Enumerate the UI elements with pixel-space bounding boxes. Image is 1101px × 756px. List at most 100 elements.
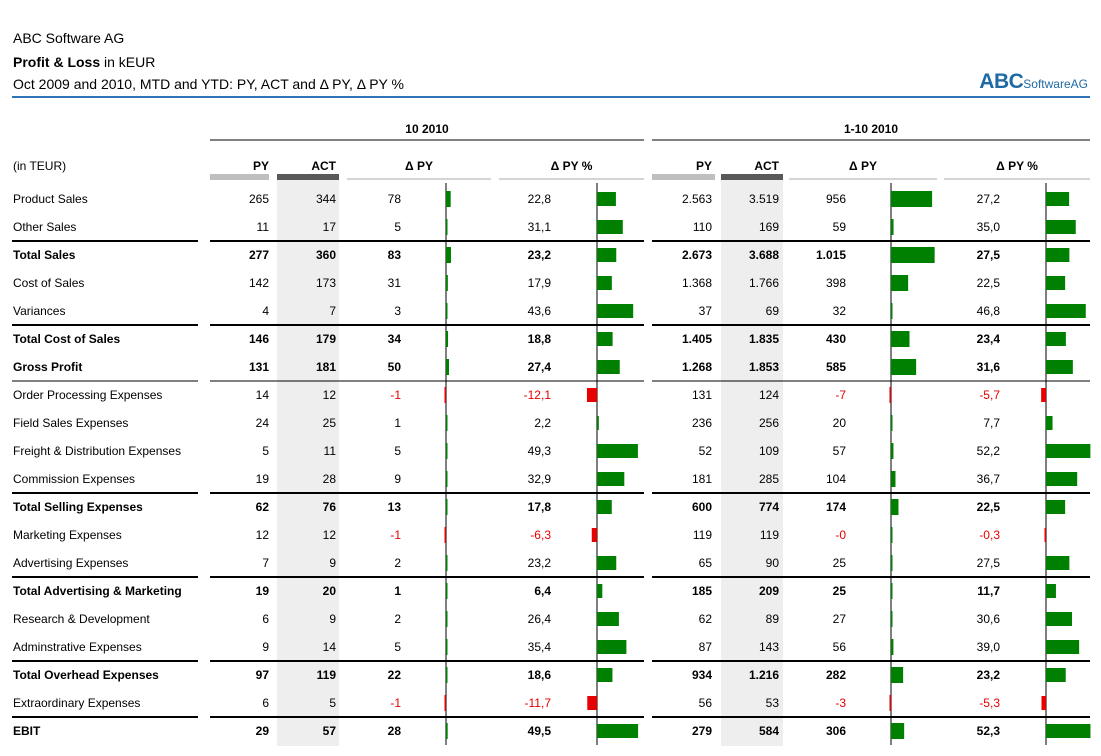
cell-dpy-pct-mtd: -12,1 xyxy=(524,388,552,402)
cell-dpy-ytd: 25 xyxy=(833,556,847,570)
dpy-bar-mtd xyxy=(446,611,448,627)
cell-py-ytd: 600 xyxy=(692,500,712,514)
cell-dpy-pct-ytd: 27,5 xyxy=(977,248,1001,262)
dpy-pct-bar-mtd xyxy=(597,360,620,374)
cell-act-ytd: 256 xyxy=(759,416,779,430)
cell-act-ytd: 89 xyxy=(766,612,780,626)
cell-py-ytd: 1.268 xyxy=(682,360,712,374)
dpy-pct-bar-ytd xyxy=(1046,332,1066,346)
cell-dpy-ytd: 174 xyxy=(826,500,846,514)
dpy-pct-bar-ytd xyxy=(1046,444,1091,458)
cell-dpy-ytd: 306 xyxy=(826,724,846,738)
cell-dpy-pct-ytd: 23,2 xyxy=(977,668,1001,682)
dpy-bar-ytd xyxy=(889,695,891,711)
dpy-pct-bar-ytd xyxy=(1041,696,1046,710)
row-label: Gross Profit xyxy=(13,360,82,374)
cell-dpy-mtd: 22 xyxy=(388,668,402,682)
cell-act-mtd: 28 xyxy=(323,472,337,486)
cell-act-mtd: 12 xyxy=(323,388,337,402)
cell-py-ytd: 65 xyxy=(699,556,713,570)
dpy-pct-bar-ytd xyxy=(1046,220,1076,234)
dpy-pct-bar-mtd xyxy=(597,668,613,682)
cell-act-ytd: 143 xyxy=(759,640,779,654)
row-label: Extraordinary Expenses xyxy=(13,696,140,710)
cell-dpy-mtd: 1 xyxy=(394,584,401,598)
dpy-bar-ytd xyxy=(891,247,935,263)
cell-act-mtd: 9 xyxy=(329,556,336,570)
report-title: Profit & Loss in kEUR xyxy=(13,54,155,70)
dpy-bar-mtd xyxy=(444,527,446,543)
cell-py-ytd: 131 xyxy=(692,388,712,402)
cell-py-ytd: 934 xyxy=(692,668,712,682)
cell-dpy-ytd: 56 xyxy=(833,640,847,654)
row-label: Marketing Expenses xyxy=(13,528,122,542)
cell-act-ytd: 90 xyxy=(766,556,780,570)
dpy-pct-bar-mtd xyxy=(597,584,603,598)
cell-dpy-pct-ytd: 46,8 xyxy=(977,304,1001,318)
cell-dpy-mtd: 78 xyxy=(388,192,402,206)
cell-dpy-pct-mtd: 23,2 xyxy=(528,248,552,262)
dpy-bar-ytd xyxy=(891,667,904,683)
cell-py-ytd: 1.368 xyxy=(682,276,712,290)
dpy-pct-bar-mtd xyxy=(597,332,613,346)
dpy-pct-bar-ytd xyxy=(1046,612,1073,626)
cell-py-mtd: 5 xyxy=(262,444,269,458)
cell-py-mtd: 9 xyxy=(262,640,269,654)
cell-py-mtd: 7 xyxy=(262,556,269,570)
cell-dpy-pct-mtd: 26,4 xyxy=(528,612,552,626)
report-title-bold: Profit & Loss xyxy=(13,54,101,70)
company-name: ABC Software AG xyxy=(13,30,125,46)
dpy-pct-bar-ytd xyxy=(1046,500,1066,514)
row-label: Field Sales Expenses xyxy=(13,416,128,430)
cell-py-ytd: 87 xyxy=(699,640,713,654)
act-column-shade-mtd xyxy=(277,180,339,746)
cell-py-ytd: 62 xyxy=(699,612,713,626)
col-header-dpy-pct-ytd: Δ PY % xyxy=(996,159,1038,173)
cell-act-mtd: 25 xyxy=(323,416,337,430)
cell-dpy-pct-ytd: 39,0 xyxy=(977,640,1001,654)
dpy-pct-bar-mtd xyxy=(597,472,625,486)
cell-act-ytd: 109 xyxy=(759,444,779,458)
dpy-pct-bar-ytd xyxy=(1046,276,1066,290)
cell-dpy-mtd: 5 xyxy=(394,220,401,234)
dpy-bar-ytd xyxy=(891,611,893,627)
dpy-bar-mtd xyxy=(446,443,448,459)
py-header-bar-mtd xyxy=(210,174,269,180)
cell-dpy-mtd: -1 xyxy=(390,528,401,542)
cell-py-ytd: 37 xyxy=(699,304,713,318)
col-header-py-ytd: PY xyxy=(696,159,712,173)
cell-dpy-mtd: 3 xyxy=(394,304,401,318)
cell-dpy-mtd: 34 xyxy=(388,332,402,346)
dpy-bar-ytd xyxy=(891,471,896,487)
cell-py-mtd: 4 xyxy=(262,304,269,318)
cell-dpy-ytd: 585 xyxy=(826,360,846,374)
dpy-pct-bar-mtd xyxy=(597,724,639,738)
dpy-pct-bar-mtd xyxy=(591,528,597,542)
group-header-ytd: 1-10 2010 xyxy=(844,122,898,136)
dpy-pct-bar-mtd xyxy=(586,388,597,402)
cell-dpy-ytd: 27 xyxy=(833,612,847,626)
dpy-bar-mtd xyxy=(446,723,448,739)
cell-dpy-pct-mtd: 49,3 xyxy=(528,444,552,458)
cell-py-mtd: 6 xyxy=(262,696,269,710)
dpy-bar-mtd xyxy=(444,387,446,403)
cell-dpy-pct-ytd: 11,7 xyxy=(977,584,1000,598)
cell-dpy-pct-ytd: 22,5 xyxy=(977,276,1001,290)
cell-dpy-pct-mtd: 35,4 xyxy=(528,640,552,654)
cell-dpy-pct-ytd: -0,3 xyxy=(979,528,1000,542)
row-label: Adminstrative Expenses xyxy=(13,640,142,654)
cell-py-ytd: 2.673 xyxy=(682,248,712,262)
py-header-bar-ytd xyxy=(652,174,715,180)
cell-dpy-ytd: -3 xyxy=(835,696,846,710)
dpy-pct-bar-ytd xyxy=(1046,360,1073,374)
cell-act-mtd: 344 xyxy=(316,192,336,206)
dpy-pct-bar-ytd xyxy=(1046,668,1066,682)
dpy-bar-mtd xyxy=(446,219,448,235)
cell-py-mtd: 62 xyxy=(256,500,270,514)
dpy-pct-bar-ytd xyxy=(1046,640,1080,654)
cell-dpy-mtd: 2 xyxy=(394,612,401,626)
cell-py-ytd: 119 xyxy=(693,528,712,542)
cell-dpy-mtd: 50 xyxy=(388,360,402,374)
cell-py-mtd: 29 xyxy=(256,724,270,738)
cell-dpy-pct-ytd: 36,7 xyxy=(977,472,1001,486)
